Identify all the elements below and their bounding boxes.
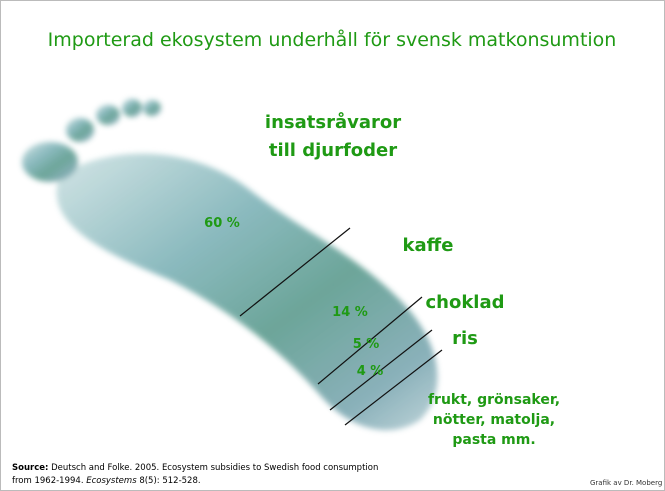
label: ris (452, 328, 478, 349)
share: 4 % (357, 364, 384, 379)
source-text: Deutsch and Folke. 2005. Ecosystem subsi… (48, 463, 378, 473)
label: insatsråvaror (265, 111, 401, 133)
source-text: from 1962-1994. (12, 476, 86, 486)
source-text: 8(5): 512-528. (137, 476, 201, 486)
source-label: Source: (12, 463, 48, 473)
footprint (22, 99, 438, 431)
share: 60 % (204, 216, 240, 231)
source-journal: Ecosystems (86, 476, 137, 486)
label: pasta mm. (452, 432, 535, 448)
label: frukt, grönsaker, (428, 392, 560, 408)
share: 5 % (353, 337, 380, 352)
label: choklad (425, 292, 504, 313)
credit: Grafik av Dr. Moberg (590, 479, 662, 487)
title: Importerad ekosystem underhåll för svens… (48, 28, 617, 51)
label: nötter, matolja, (433, 412, 555, 428)
label: till djurfoder (269, 140, 397, 161)
source: Source: Deutsch and Folke. 2005. Ecosyst… (12, 463, 378, 473)
share: 14 % (332, 305, 368, 320)
dividers (239, 227, 443, 426)
source: from 1962-1994. Ecosystems 8(5): 512-528… (12, 476, 201, 486)
label: kaffe (403, 235, 454, 256)
